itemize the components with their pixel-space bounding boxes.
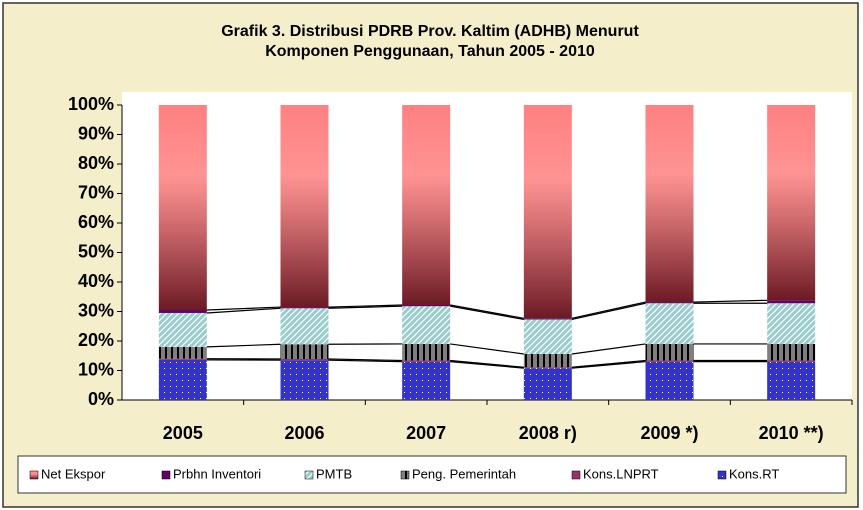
series-line (450, 343, 524, 355)
plot-area (122, 92, 852, 400)
y-tick-label: 80% (78, 153, 114, 173)
series-line (328, 359, 403, 363)
bar-segment (280, 360, 329, 400)
bar-segment (645, 302, 694, 304)
y-tick-label: 30% (78, 300, 114, 320)
x-tick-label: 2010 **) (759, 423, 824, 443)
bar-segment (523, 367, 572, 369)
bar-segment (645, 303, 694, 344)
bar-segment (158, 359, 207, 400)
chart-title: Grafik 3. Distribusi PDRB Prov. Kaltim (… (221, 23, 639, 40)
y-tick-label: 50% (78, 241, 114, 261)
bar-segment (402, 361, 451, 400)
y-tick-label: 90% (78, 123, 114, 143)
bar-segment (767, 300, 816, 304)
bar-segment (523, 105, 572, 319)
y-tick-label: 60% (78, 212, 114, 232)
bar-segment (158, 105, 207, 311)
series-line (328, 304, 403, 308)
legend-label: PMTB (316, 466, 352, 481)
series-line (206, 343, 281, 348)
chart-title: Komponen Penggunaan, Tahun 2005 - 2010 (265, 43, 595, 60)
series-line (571, 301, 646, 319)
legend-swatch (571, 470, 581, 480)
y-tick-label: 20% (78, 330, 114, 350)
bar-segment (767, 303, 816, 344)
legend-swatch (29, 470, 39, 480)
legend-label: Peng. Pemerintah (412, 466, 516, 481)
legend-swatch (400, 470, 410, 480)
x-tick-label: 2007 (406, 423, 446, 443)
y-tick-label: 0% (88, 389, 114, 409)
series-line (206, 307, 281, 314)
series-line (450, 361, 524, 369)
y-tick-label: 10% (78, 359, 114, 379)
series-line (571, 359, 646, 368)
bar-segment (645, 361, 694, 400)
bar-segment (158, 346, 207, 359)
series-line (328, 358, 403, 362)
bar-segment (280, 307, 329, 309)
series-line (450, 304, 524, 319)
bar-segment (523, 319, 572, 354)
bar-segment (523, 318, 572, 320)
bar-segment (158, 358, 207, 360)
bar-segment (158, 312, 207, 347)
legend-swatch (161, 470, 171, 480)
legend-label: Kons.RT (729, 466, 779, 481)
legend-label: Kons.LNPRT (583, 466, 659, 481)
bar-segment (523, 353, 572, 368)
legend-box (17, 455, 847, 494)
y-tick-label: 70% (78, 182, 114, 202)
series-line (571, 302, 646, 321)
bar-segment (767, 360, 816, 362)
bar-segment (280, 344, 329, 359)
series-line (450, 359, 524, 368)
bar-segment (767, 343, 816, 361)
series-line (571, 361, 646, 369)
series-line (328, 305, 403, 309)
series-line (571, 343, 646, 355)
legend-swatch (304, 470, 314, 480)
legend-label: Net Ekspor (41, 466, 106, 481)
bar-segment (645, 360, 694, 362)
y-tick-label: 40% (78, 271, 114, 291)
legend-swatch (717, 470, 727, 480)
x-tick-label: 2009 *) (640, 423, 698, 443)
bar-segment (158, 310, 207, 313)
bar-segment (402, 305, 451, 307)
x-tick-label: 2006 (284, 423, 324, 443)
legend-label: Prbhn Inventori (173, 466, 261, 481)
series-line (450, 305, 524, 321)
series-line (206, 306, 281, 311)
bar-segment (767, 105, 816, 301)
bar-segment (645, 105, 694, 303)
bar-segment (402, 343, 451, 361)
bar-segment (767, 361, 816, 400)
bar-segment (402, 306, 451, 344)
bar-segment (280, 105, 329, 308)
bar-segment (402, 360, 451, 362)
bar-segment (523, 368, 572, 400)
x-tick-label: 2005 (163, 423, 203, 443)
bar-segment (280, 358, 329, 361)
series-line (693, 299, 768, 303)
y-tick-label: 100% (68, 94, 114, 114)
bar-segment (402, 105, 451, 306)
bar-segment (645, 343, 694, 361)
bar-segment (280, 308, 329, 345)
x-tick-label: 2008 r) (519, 423, 577, 443)
